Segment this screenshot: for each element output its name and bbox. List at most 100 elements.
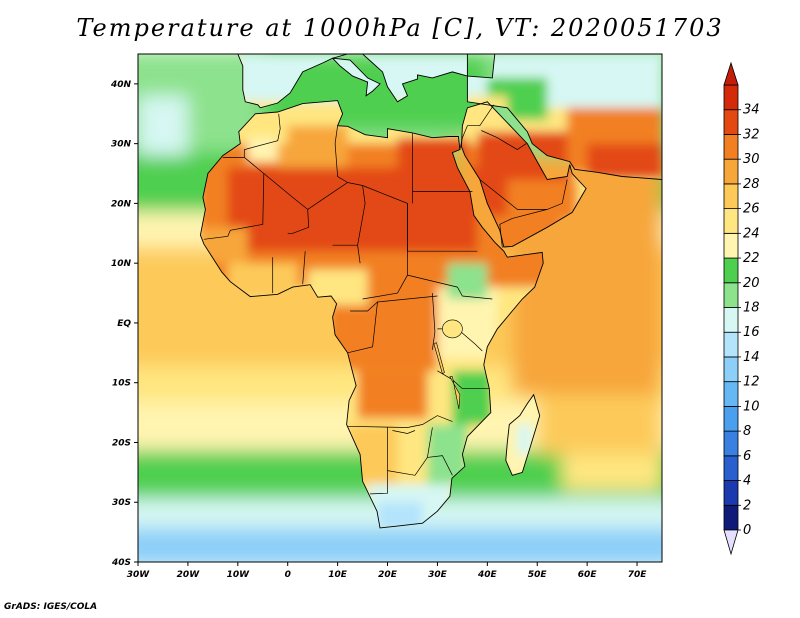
colorbar-label: 6 (743, 449, 751, 464)
coastline (237, 54, 496, 109)
land-temperature-patch (357, 370, 428, 419)
colorbar-label: 8 (743, 424, 751, 439)
colorbar-box (723, 134, 739, 160)
lon-tick-label: 70E (628, 570, 648, 580)
country-border (263, 173, 310, 234)
temperature-field (138, 54, 662, 562)
colorbar-box (723, 356, 739, 383)
colorbar-box (723, 455, 739, 481)
land-temperature-patch (397, 137, 468, 192)
map-axes: 40N 30N 20N 10N EQ 10S 20S 30S 40S 30W 20W 10W 0 10E 2… (110, 80, 647, 580)
lat-tick-label: 20S (112, 438, 131, 448)
country-border (407, 274, 493, 300)
lat-tick-label: EQ (117, 319, 131, 329)
country-border (432, 293, 436, 350)
land-temperature-patch (587, 143, 662, 180)
lake-malawi (449, 376, 461, 410)
country-border (203, 157, 265, 240)
colorbar-box (723, 430, 739, 457)
lat-tick-label: 40S (111, 558, 131, 568)
lon-tick-label: 30E (428, 570, 448, 580)
lon-tick-label: 60E (578, 570, 598, 580)
ocean-patch (537, 394, 662, 455)
lat-tick-label: 40N (110, 80, 132, 90)
land-temperature-patch (452, 370, 493, 425)
country-border (377, 295, 438, 303)
land-temperature-patch (517, 424, 533, 455)
lat-tick-label: 20N (111, 199, 132, 209)
lon-tick-label: 0 (285, 570, 291, 580)
country-border (437, 370, 490, 390)
colorbar-label: 0 (743, 523, 751, 538)
lon-tick-label: 40E (477, 570, 498, 580)
colorbar-box (723, 158, 739, 185)
coastline (199, 100, 544, 529)
land-temperature-patch (277, 125, 348, 168)
colorbar-label: 28 (743, 177, 760, 192)
colorbar-label: 10 (743, 399, 760, 414)
lon-tick-label: 20W (177, 570, 201, 580)
coastline (505, 393, 541, 476)
country-border (459, 104, 495, 150)
map-frame (137, 53, 663, 563)
lon-tick-label: 10E (328, 570, 348, 580)
colorbar-over-triangle (723, 61, 739, 86)
lat-tick-label: 30N (111, 140, 132, 150)
colorbar-box (723, 257, 739, 284)
ocean-patch (487, 538, 588, 562)
colorbar-box (723, 504, 739, 531)
country-border (479, 179, 548, 210)
colorbar-label: 20 (743, 276, 760, 291)
lon-tick-label: 30W (127, 570, 151, 580)
country-border (347, 415, 453, 428)
software-credit: GrADS: IGES/COLA (4, 602, 98, 612)
country-border (222, 113, 281, 158)
lon-tick-label: 20E (378, 570, 398, 580)
lon-tick-label: 10W (227, 570, 251, 580)
colorbar-label: 30 (743, 152, 760, 167)
country-borders (199, 54, 662, 529)
country-border (499, 179, 568, 248)
country-border (362, 203, 408, 300)
country-border (357, 185, 366, 264)
country-border (481, 130, 527, 151)
lat-tick-label: 10S (112, 379, 131, 389)
colorbar-under-triangle (723, 529, 739, 556)
colorbar-box (723, 405, 739, 432)
land-temperature-patch (447, 263, 488, 299)
colorbar-label: 26 (743, 202, 760, 217)
land-temperature-patch (437, 287, 498, 359)
lake-victoria (442, 319, 463, 339)
country-border (427, 427, 433, 458)
colorbar-label: 34 (743, 103, 760, 118)
colorbar-label: 4 (743, 474, 751, 489)
colorbar-box (723, 331, 739, 358)
colorbar-label: 24 (743, 226, 760, 241)
ocean-patch (138, 95, 188, 156)
land-temperature-patch (247, 137, 278, 162)
coastline (460, 101, 587, 248)
land-temperature-patch (307, 269, 368, 305)
lon-tick-label: 50E (528, 570, 548, 580)
colorbar-label: 22 (743, 251, 760, 266)
land-temperature-patch (227, 263, 298, 299)
colorbar-box (723, 307, 739, 333)
colorbar-box (723, 208, 739, 234)
land-temperature-patch (507, 179, 578, 222)
lat-tick-label: 10N (111, 259, 132, 269)
lake-tanganyika (433, 342, 445, 375)
colorbar-box (723, 480, 739, 506)
country-border (302, 251, 306, 285)
colorbar-box (723, 183, 739, 210)
colorbar-label: 18 (743, 301, 760, 316)
colorbar-box (723, 84, 739, 111)
colorbar-label: 12 (743, 375, 760, 390)
land-temperature-patch (427, 424, 468, 485)
colorbar-box (723, 109, 739, 135)
colorbar-label: 2 (743, 498, 751, 513)
coastline (466, 54, 662, 180)
colorbar-label: 16 (743, 325, 760, 340)
country-border (392, 430, 416, 434)
